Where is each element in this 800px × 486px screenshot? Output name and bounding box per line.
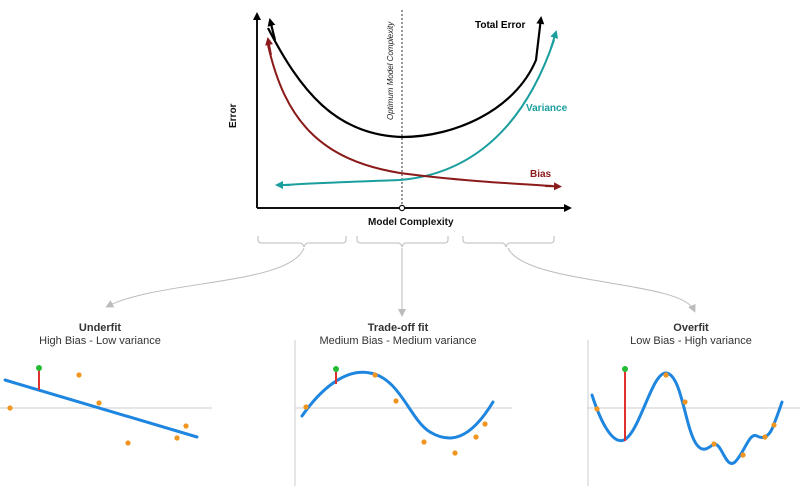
underfit-highlight-point (36, 365, 42, 371)
tradeoff-point (473, 434, 479, 440)
underfit-point (183, 423, 189, 429)
tradeoff-point (303, 404, 309, 410)
panel-underfit-subtitle: High Bias - Low variance (39, 335, 161, 347)
panel-tradeoff-subtitle: Medium Bias - Medium variance (319, 335, 476, 347)
panel-tradeoff (294, 340, 512, 486)
tradeoff-point (421, 439, 427, 445)
top-chart: Optimum Model Complexity Error Model Com… (228, 10, 572, 228)
tradeoff-fit-curve (300, 370, 495, 440)
panel-overfit-title: Overfit (673, 322, 709, 334)
underfit-point (76, 372, 82, 378)
overfit-point (762, 434, 768, 440)
optimum-label: Optimum Model Complexity (386, 21, 395, 120)
tradeoff-highlight-point (333, 366, 339, 372)
underfit-point (96, 400, 102, 406)
brackets (105, 236, 696, 317)
underfit-point (125, 440, 131, 446)
tradeoff-point (452, 450, 458, 456)
panel-underfit-title: Underfit (79, 322, 122, 334)
variance-label: Variance (526, 103, 568, 114)
connector-right (507, 247, 696, 313)
overfit-point (682, 399, 688, 405)
panel-overfit-subtitle: Low Bias - High variance (630, 335, 752, 347)
bias-label: Bias (530, 169, 552, 180)
overfit-highlight-point (622, 366, 628, 372)
total-error-arrow-left (267, 18, 277, 41)
total-error-curve (267, 16, 545, 139)
overfit-point (740, 452, 746, 458)
y-axis-label: Error (228, 103, 239, 128)
panel-overfit (587, 340, 800, 486)
x-axis-label: Model Complexity (368, 217, 454, 228)
underfit-point (7, 405, 13, 411)
tradeoff-point (393, 398, 399, 404)
overfit-fit-curve (590, 371, 784, 465)
underfit-point (174, 435, 180, 441)
variance-curve (284, 39, 555, 186)
variance-arrow-right (550, 30, 559, 49)
overfit-point (711, 441, 717, 447)
bias-curve (267, 44, 554, 187)
connector-left (105, 247, 305, 308)
panel-tradeoff-title: Trade-off fit (368, 322, 429, 334)
tradeoff-point (482, 421, 488, 427)
optimum-marker (398, 204, 406, 212)
underfit-fit-line (3, 378, 199, 439)
bracket-middle (356, 236, 449, 248)
overfit-point (663, 372, 669, 378)
overfit-point (594, 406, 600, 412)
panel-underfit (0, 365, 212, 446)
bracket-left (257, 236, 347, 248)
total-error-label: Total Error (475, 20, 525, 31)
overfit-point (771, 422, 777, 428)
bracket-right (462, 236, 555, 248)
bias-arrow-left (265, 37, 274, 56)
bias-arrow-right (544, 182, 562, 191)
tradeoff-point (372, 372, 378, 378)
